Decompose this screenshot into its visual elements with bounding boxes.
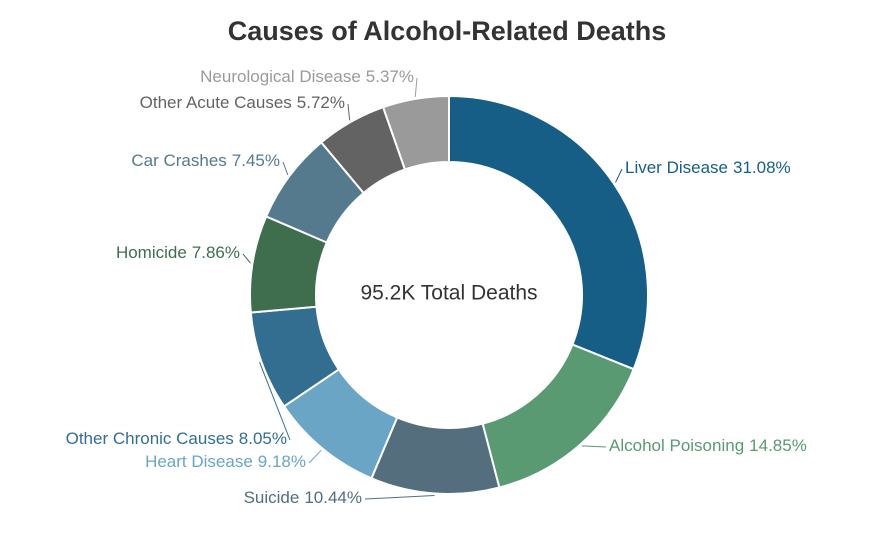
leader-line [347,103,351,121]
leader-line [242,253,251,264]
value-label: 10.44% [304,488,362,507]
leader-line [308,449,322,464]
category-label: Suicide [244,488,300,507]
leader-line [282,161,289,176]
slice [381,94,450,171]
center-label: 95.2K Total Deaths [360,282,537,305]
data-label: Other Acute Causes 5.72% [140,93,345,112]
category-label: Homicide [116,243,187,262]
category-label: Car Crashes [131,151,226,170]
value-label: 5.72% [297,93,345,112]
leader-line [414,77,418,97]
category-label: Other Acute Causes [140,93,292,112]
data-label: Alcohol Poisoning 14.85% [609,436,807,455]
category-label: Alcohol Poisoning [609,436,744,455]
value-label: 14.85% [749,436,807,455]
slice [481,343,635,489]
value-label: 8.05% [239,429,287,448]
category-label: Heart Disease [145,452,253,471]
value-label: 9.18% [258,452,306,471]
data-label: Heart Disease 9.18% [145,452,306,471]
value-label: 31.08% [733,158,791,177]
data-label: Other Chronic Causes 8.05% [66,429,287,448]
value-label: 7.86% [192,243,240,262]
leader-line [364,494,435,500]
category-label: Neurological Disease [200,67,361,86]
leader-line [615,168,623,183]
category-label: Other Chronic Causes [66,429,234,448]
data-label: Car Crashes 7.45% [131,151,280,170]
data-label: Liver Disease 31.08% [625,158,791,177]
chart-title: Causes of Alcohol-Related Deaths [228,16,667,46]
data-label: Neurological Disease 5.37% [200,67,414,86]
value-label: 5.37% [366,67,414,86]
leader-line [259,362,291,441]
category-label: Liver Disease [625,158,728,177]
slice [448,94,649,371]
value-label: 7.45% [232,151,280,170]
data-label: Homicide 7.86% [116,243,240,262]
data-label: Suicide 10.44% [244,488,362,507]
leader-line [581,445,607,448]
